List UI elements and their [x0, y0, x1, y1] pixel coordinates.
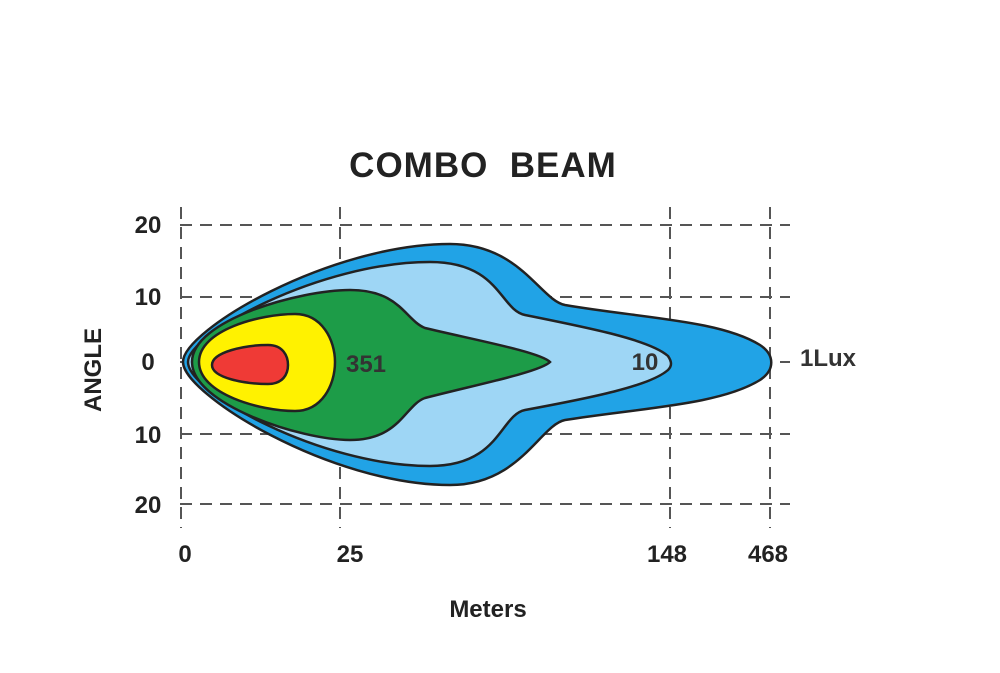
x-tick-label: 148 [647, 541, 687, 568]
x-axis-ticks: 0 25 148 468 [178, 541, 788, 568]
x-tick-label: 468 [748, 541, 788, 568]
chart-title: COMBO BEAM [349, 146, 617, 185]
y-tick-label: 0 [141, 349, 154, 376]
x-tick-label: 0 [178, 541, 191, 568]
zone-label-351: 351 [346, 351, 386, 378]
y-tick-label: 20 [135, 492, 162, 519]
y-tick-label: 10 [135, 422, 162, 449]
beam-zones [181, 242, 773, 487]
y-tick-label: 20 [135, 212, 162, 239]
y-axis-label: ANGLE [80, 328, 107, 412]
y-tick-label: 10 [135, 284, 162, 311]
x-axis-label: Meters [449, 596, 526, 623]
zone-red [210, 343, 290, 386]
zone-label-1lux: 1Lux [800, 345, 857, 372]
zone-label-10: 10 [632, 349, 659, 376]
x-tick-label: 25 [337, 541, 364, 568]
y-axis-ticks: 20 10 0 10 20 [135, 212, 162, 519]
